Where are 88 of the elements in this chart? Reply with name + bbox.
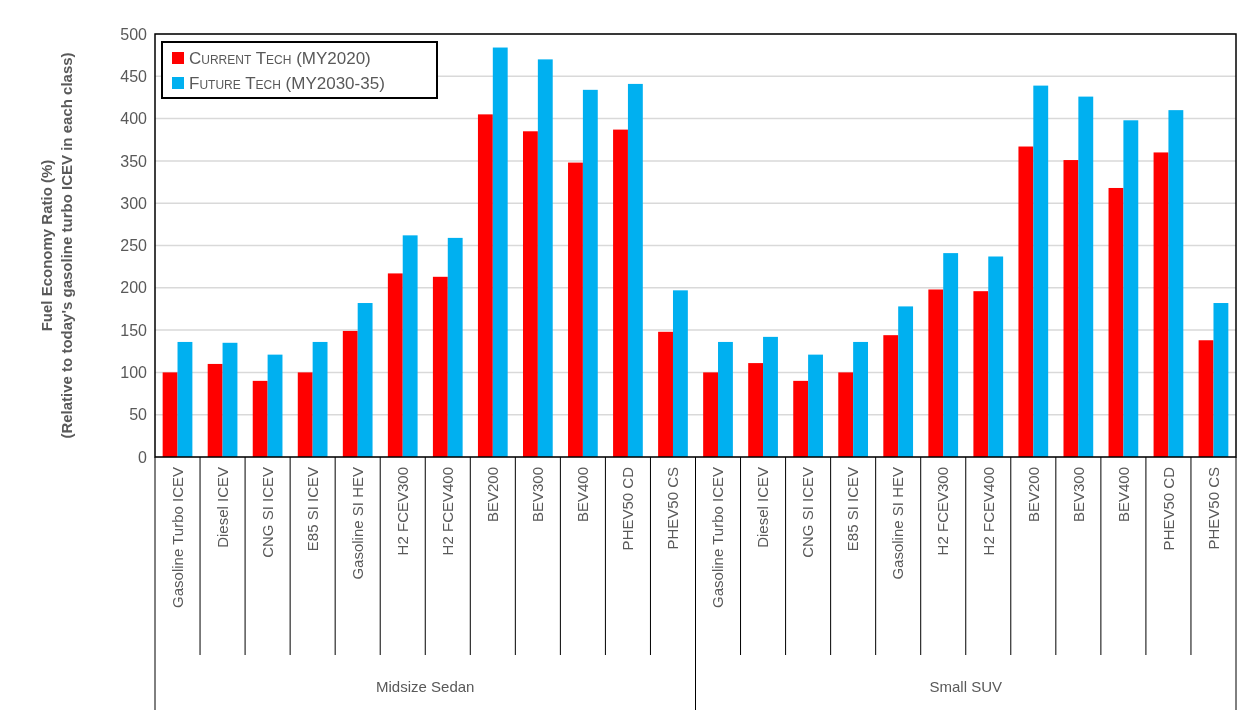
bar <box>1198 340 1214 457</box>
x-tick-label: Gasoline SI HEV <box>889 467 907 580</box>
x-tick-label: H2 FCEV300 <box>393 467 411 556</box>
bar <box>988 256 1004 457</box>
bar <box>568 162 583 457</box>
bar <box>883 335 899 457</box>
bar <box>477 114 493 457</box>
x-tick-label: E85 SI ICEV <box>303 467 321 552</box>
y-tick-label: 450 <box>120 67 148 85</box>
bar <box>658 331 673 457</box>
bar <box>402 235 418 457</box>
x-tick-label: Diesel ICEV <box>754 467 772 548</box>
legend-label: Current Tech (MY2020) <box>189 48 371 68</box>
bar <box>267 354 283 457</box>
x-tick-label: Diesel ICEV <box>213 467 231 548</box>
x-tick-label: PHEV50 CS <box>664 467 682 550</box>
x-tick-label: E85 SI ICEV <box>844 467 862 552</box>
bar <box>898 306 914 457</box>
x-tick-label: BEV200 <box>484 467 502 523</box>
bar <box>973 291 989 457</box>
bar <box>1153 152 1169 457</box>
bar <box>252 380 268 457</box>
x-tick-label: Gasoline SI HEV <box>348 467 366 580</box>
x-tick-label: BEV300 <box>1069 467 1087 523</box>
bar <box>1108 187 1124 457</box>
bar <box>222 342 238 457</box>
bar <box>492 47 508 457</box>
y-tick-label: 150 <box>120 321 148 339</box>
bar <box>1033 85 1049 457</box>
bar <box>582 89 598 457</box>
bar <box>928 289 944 457</box>
bar <box>718 341 733 457</box>
bar <box>207 363 223 457</box>
x-tick-label: PHEV50 CD <box>1159 466 1177 551</box>
bar <box>763 336 778 457</box>
y-tick-label: 100 <box>120 364 148 381</box>
bar <box>342 330 358 457</box>
bar <box>537 59 553 457</box>
x-tick-label: BEV400 <box>574 467 592 523</box>
y-tick-label: 200 <box>120 279 148 297</box>
bar <box>703 372 719 457</box>
y-axis-title: Fuel Economy Ratio (%) (Relative to today's gasoline turbo ICEV in each class) <box>38 52 75 439</box>
bar <box>1078 96 1094 457</box>
y-tick-label: 500 <box>120 25 148 43</box>
x-tick-label: Gasoline Turbo ICEV <box>709 467 727 608</box>
x-tick-label: PHEV50 CD <box>619 466 637 551</box>
y-tick-label: 250 <box>120 237 148 255</box>
bar <box>297 372 313 457</box>
x-tick-label: H2 FCEV400 <box>979 467 997 556</box>
bar <box>447 237 463 457</box>
x-tick-label: BEV400 <box>1114 467 1132 523</box>
bar <box>162 372 178 457</box>
legend-label: Future Tech (MY2030-35) <box>189 73 385 93</box>
bar <box>312 341 328 457</box>
x-tick-label: BEV300 <box>529 467 547 523</box>
bar <box>1063 160 1079 457</box>
bar <box>838 372 854 457</box>
text: Small SUV <box>929 678 1003 695</box>
y-tick-label: 50 <box>129 406 148 424</box>
x-tick-label: BEV200 <box>1024 467 1042 523</box>
x-tick-label: Gasoline Turbo ICEV <box>168 467 186 608</box>
bar <box>432 276 448 457</box>
y-tick-label: 0 <box>138 448 148 466</box>
text: Midsize Sedan <box>376 678 475 695</box>
y-tick-label: 300 <box>120 194 148 212</box>
bar <box>387 273 403 457</box>
bar <box>522 131 538 457</box>
bar <box>853 341 869 457</box>
x-tick-label: H2 FCEV300 <box>934 467 952 556</box>
bar <box>1123 120 1139 457</box>
bar <box>808 354 823 457</box>
bar <box>793 380 809 457</box>
bar <box>672 290 688 457</box>
bar <box>357 303 373 457</box>
x-tick-label: CNG SI ICEV <box>799 467 817 558</box>
y-tick-label: 400 <box>120 110 148 128</box>
bar <box>1018 146 1034 457</box>
bar <box>748 363 764 457</box>
bar <box>613 129 628 457</box>
bar <box>1168 110 1184 457</box>
x-tick-label: CNG SI ICEV <box>258 467 276 558</box>
x-tick-label: PHEV50 CS <box>1204 467 1222 550</box>
bar <box>1213 303 1229 457</box>
bar <box>177 341 193 457</box>
x-tick-label: H2 FCEV400 <box>439 467 457 556</box>
bar <box>943 253 959 457</box>
bar <box>627 83 643 457</box>
y-tick-label: 350 <box>120 152 148 170</box>
